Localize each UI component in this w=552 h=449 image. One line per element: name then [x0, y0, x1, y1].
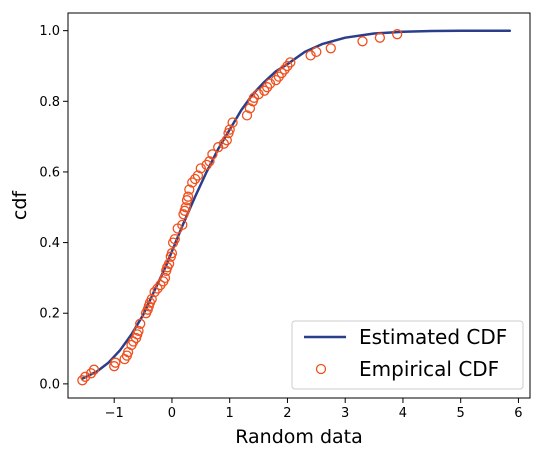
empirical-cdf-point: [187, 177, 198, 188]
plot-frame: [67, 12, 531, 399]
empirical-cdf-point: [270, 74, 282, 86]
empirical-cdf-point: [201, 159, 212, 171]
empirical-cdf-point: [285, 57, 296, 68]
empirical-cdf-point: [305, 50, 316, 61]
x-tick-label: 0: [168, 406, 176, 421]
empirical-cdf-point: [218, 138, 230, 149]
x-axis-label: Random data: [235, 426, 363, 448]
estimated-cdf-line: [81, 29, 512, 380]
x-tick-label: 3: [341, 406, 349, 421]
empirical-cdf-point: [276, 67, 287, 79]
empirical-cdf-point: [80, 371, 91, 382]
legend-label-estimated: Estimated CDF: [359, 325, 507, 349]
empirical-cdf-point: [177, 219, 188, 231]
empirical-cdf-point: [227, 117, 238, 128]
legend: Estimated CDF Empirical CDF: [291, 320, 524, 390]
y-tick-label: 0.4: [39, 236, 60, 251]
empirical-cdf-point: [85, 368, 97, 379]
x-tick-label: 2: [283, 406, 291, 421]
empirical-cdf-point: [204, 156, 215, 167]
y-tick-label: 0.2: [39, 307, 60, 322]
empirical-cdf-point: [311, 46, 322, 58]
empirical-cdf-point: [184, 184, 195, 195]
empirical-cdf-point: [259, 85, 270, 96]
empirical-cdf-point: [169, 233, 180, 245]
x-tick-label: −1: [105, 406, 124, 421]
empirical-cdf-point: [135, 318, 146, 329]
y-tick-label: 0.8: [39, 95, 60, 110]
empirical-cdf-point: [110, 357, 121, 368]
empirical-cdf-point: [182, 191, 194, 202]
empirical-cdf-point: [357, 36, 368, 47]
empirical-cdf-point: [163, 258, 175, 269]
empirical-cdf-point: [146, 293, 157, 305]
empirical-cdf-point: [155, 279, 166, 291]
empirical-cdf-point: [282, 60, 293, 72]
x-tick-label: 5: [457, 406, 465, 421]
empirical-cdf-point: [264, 78, 276, 89]
y-tick-label: 0.0: [39, 377, 60, 392]
legend-marker-swatch: [315, 363, 327, 375]
empirical-cdf-point: [221, 135, 232, 146]
x-tick-label: 6: [514, 406, 522, 421]
x-tick-label: 4: [399, 406, 407, 421]
empirical-cdf-point: [152, 283, 163, 294]
y-tick-label: 1.0: [39, 24, 60, 39]
x-tick-label: 1: [226, 406, 234, 421]
empirical-cdf-point: [392, 29, 403, 40]
empirical-cdf-point: [213, 142, 224, 153]
empirical-cdf-point: [192, 170, 204, 181]
empirical-cdf-point: [189, 173, 201, 185]
empirical-cdf-point: [374, 32, 386, 43]
legend-label-empirical: Empirical CDF: [359, 357, 499, 381]
empirical-cdf-point: [273, 71, 284, 82]
axes-ticks: −1 0 1 2 3 4 5 6 0.0 0.2 0.4 0.6 0.8 1.0: [39, 24, 522, 421]
empirical-cdf-point: [253, 89, 264, 100]
empirical-cdf-point: [325, 43, 336, 54]
y-axis-label: cdf: [9, 190, 31, 221]
empirical-cdf-point: [279, 64, 290, 75]
empirical-cdf-point: [224, 124, 235, 135]
y-tick-label: 0.6: [39, 165, 60, 180]
empirical-cdf-point: [133, 325, 144, 337]
empirical-cdf-point: [180, 202, 191, 213]
legend-frame: [291, 320, 524, 390]
empirical-cdf-point: [149, 286, 160, 298]
empirical-cdf-point: [244, 103, 256, 114]
empirical-cdf-point: [262, 82, 273, 93]
empirical-cdf-point: [88, 364, 100, 375]
empirical-cdf-point: [77, 375, 88, 386]
empirical-cdf-point: [166, 248, 178, 259]
empirical-cdf-point: [159, 272, 171, 284]
empirical-cdf-point: [241, 110, 253, 121]
empirical-cdf-point: [195, 163, 206, 174]
plot-area: [77, 29, 512, 386]
empirical-cdf-point: [207, 149, 218, 160]
